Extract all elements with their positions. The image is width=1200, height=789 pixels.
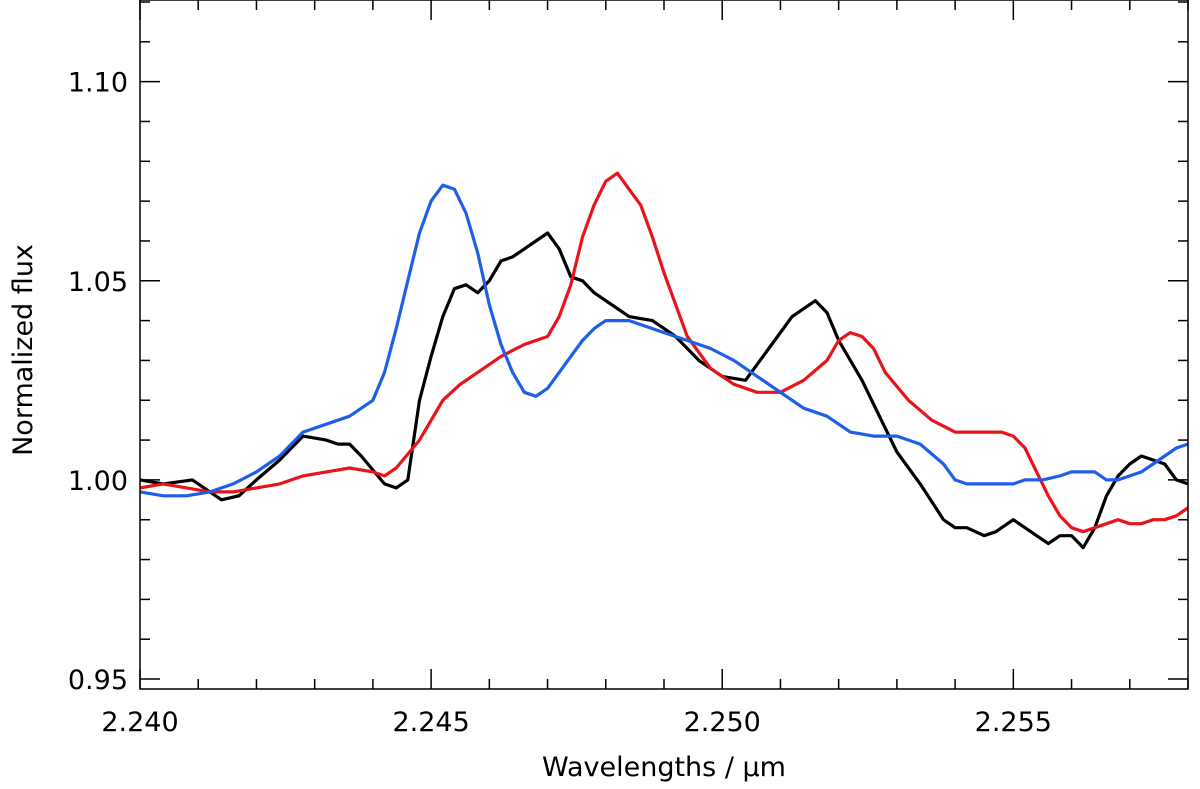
x-tick-label: 2.250 <box>684 707 761 738</box>
series-line-1 <box>140 231 1188 550</box>
plot-frame <box>139 0 1189 690</box>
series-line-3 <box>140 183 1188 498</box>
x-tick-label: 2.240 <box>101 707 178 738</box>
x-axis-title: Wavelengths / μm <box>542 752 786 783</box>
y-axis-title: Normalized flux <box>8 244 39 456</box>
x-tick-label: 2.245 <box>392 707 469 738</box>
y-tick-label: 1.10 <box>68 68 128 99</box>
x-tick-label: 2.255 <box>975 707 1052 738</box>
tick-labels: 2.240 2.245 2.250 2.255 0.95 1.00 1.05 1.10 <box>68 68 1052 738</box>
series-layer <box>140 171 1188 550</box>
series-line-2 <box>140 171 1188 534</box>
y-tick-label: 1.05 <box>68 267 128 298</box>
y-tick-label: 0.95 <box>68 665 128 696</box>
y-tick-label: 1.00 <box>68 466 128 497</box>
axis-ticks <box>139 0 1189 689</box>
